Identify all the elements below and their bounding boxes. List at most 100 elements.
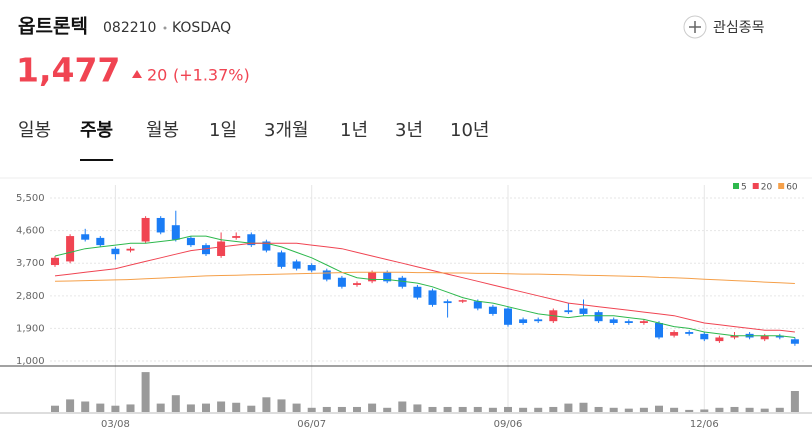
candle-body [730, 335, 739, 338]
candle-body [337, 277, 346, 287]
tab[interactable]: 일봉 [18, 120, 51, 141]
volume-bar [428, 406, 437, 412]
tab[interactable]: 10년 [450, 120, 489, 141]
volume-bar [519, 407, 528, 412]
legend-swatch [752, 183, 759, 189]
volume-bar [262, 397, 271, 412]
volume-bar [639, 407, 648, 412]
volume-bar [186, 404, 195, 412]
candle-body [186, 237, 195, 246]
candle-body [760, 335, 769, 340]
tabs: 일봉 주봉 월봉 1일 3개월 1년 3년 10년 [18, 120, 489, 161]
candle-body [141, 217, 150, 242]
stock-name: 옵트론텍 [18, 16, 88, 38]
tab-underline [80, 159, 114, 161]
volume-bar [730, 406, 739, 412]
volume-bar [579, 402, 588, 412]
volume-bar [171, 395, 180, 412]
volume-bar [156, 403, 165, 412]
y-tick-label: 4,600 [16, 226, 45, 237]
candle-body [277, 252, 286, 267]
volume-bar [398, 401, 407, 412]
legend-swatch [778, 183, 785, 189]
candle-body [715, 337, 724, 342]
candle-body [685, 332, 694, 334]
plus-icon [689, 21, 701, 33]
volume-bar [368, 403, 377, 412]
candle-body [156, 217, 165, 233]
volume-bar [81, 401, 90, 412]
y-tick-label: 5,500 [16, 193, 45, 204]
tab[interactable]: 3년 [395, 120, 423, 141]
candle-body [458, 300, 467, 302]
tab[interactable]: 3개월 [264, 120, 309, 141]
y-tick-label: 3,700 [16, 258, 45, 269]
candle-body [51, 257, 59, 266]
volume-bar [715, 407, 724, 412]
volume-bar [66, 399, 75, 412]
tab[interactable]: 1일 [209, 120, 237, 141]
y-tick-label: 1,000 [16, 356, 45, 367]
volume-bar [413, 404, 422, 412]
stock-code: 082210 [103, 20, 156, 36]
x-tick-label: 12/06 [690, 419, 719, 430]
candle-body [473, 301, 482, 309]
tab[interactable]: 1년 [340, 120, 368, 141]
volume-bar [322, 406, 331, 412]
y-tick-label: 2,800 [16, 291, 45, 302]
candle-body [655, 322, 663, 338]
candle-body [504, 308, 512, 325]
volume-bar [534, 407, 543, 412]
candle-body [126, 248, 135, 251]
volume-bar [775, 407, 784, 412]
candle-body [534, 319, 543, 322]
volume-bar [670, 407, 679, 412]
volume-bar [564, 403, 573, 412]
volume-bar [655, 405, 663, 412]
candle-body [262, 241, 271, 251]
volume-bar [609, 407, 618, 412]
candle-body [96, 237, 105, 246]
volume-bar [232, 402, 241, 412]
volume-bar [790, 391, 799, 412]
volume-bar [473, 406, 482, 412]
moving-average [54, 271, 795, 284]
volume-bar [126, 404, 135, 412]
volume-bar [202, 403, 210, 412]
candle-body [171, 225, 180, 240]
market: KOSDAQ [172, 20, 231, 36]
chart: 5,500 4,600 3,700 2,800 1,900 1,000 03/08 06/07… [0, 183, 812, 430]
candle-body [519, 319, 528, 323]
volume-bar [700, 409, 709, 412]
volume-bar [488, 407, 497, 412]
candle-body [594, 312, 603, 322]
volume-bar [111, 405, 120, 412]
candle-body [368, 272, 377, 282]
legend-label: 60 [786, 183, 798, 193]
candle-body [639, 321, 648, 323]
candle-body [111, 248, 120, 255]
candle-body [700, 333, 709, 340]
watch-label[interactable]: 관심종목 [713, 20, 765, 36]
candle-body [383, 272, 392, 282]
separator-dot [163, 26, 167, 30]
candle-body [217, 241, 226, 256]
volume-bar [353, 406, 361, 412]
volume-bar [594, 406, 603, 412]
candle-body [579, 308, 588, 314]
candle-body [790, 339, 799, 344]
candle-body [564, 310, 573, 313]
watch-button[interactable]: 관심종목 [683, 15, 765, 39]
candle-body [292, 261, 301, 269]
volume-bar [624, 408, 633, 412]
legend-label: 20 [761, 183, 773, 193]
candle-body [66, 236, 75, 262]
x-tick-label: 03/08 [101, 419, 130, 430]
tab[interactable]: 주봉 [80, 120, 113, 141]
tab[interactable]: 월봉 [146, 120, 179, 141]
candle-body [488, 306, 497, 314]
moving-average [54, 242, 795, 333]
